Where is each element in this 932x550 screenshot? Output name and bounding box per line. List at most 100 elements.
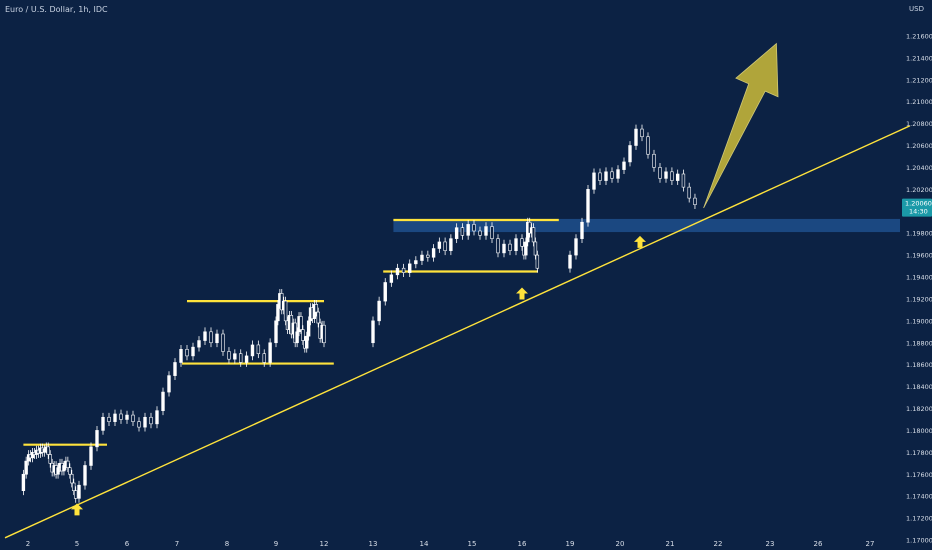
currency-label[interactable]: USD (909, 5, 924, 13)
y-tick-label: 1.17800 (906, 449, 932, 457)
candle-body-137 (670, 171, 674, 181)
candle-body-39 (149, 416, 153, 425)
candle-body-81 (314, 304, 319, 313)
candle-body-33 (113, 413, 117, 422)
candle-body-119 (535, 254, 540, 269)
y-tick-label: 1.18000 (906, 427, 932, 435)
candle-body-20 (62, 465, 66, 472)
x-tick-label: 20 (616, 540, 625, 548)
candle-body-131 (634, 128, 638, 146)
candle-body-24 (70, 473, 74, 484)
candle-body-133 (646, 136, 650, 155)
candle-body-46 (191, 346, 195, 357)
trendline[interactable] (4, 125, 911, 539)
candle-body-130 (628, 145, 632, 163)
y-tick-label: 1.19400 (906, 274, 932, 282)
candle-body-57 (256, 344, 261, 355)
candle-body-111 (520, 238, 524, 247)
candle-body-55 (244, 355, 249, 363)
x-tick-label: 5 (75, 540, 79, 548)
candle-body-100 (454, 227, 459, 239)
candle-body-38 (143, 416, 147, 428)
x-tick-label: 16 (518, 540, 527, 548)
x-tick-label: 22 (714, 540, 723, 548)
x-tick-label: 21 (666, 540, 675, 548)
candle-body-118 (533, 241, 538, 256)
candle-body-29 (89, 446, 93, 466)
x-tick-label: 12 (320, 540, 329, 548)
candle-body-99 (449, 238, 453, 251)
candle-body-92 (408, 263, 412, 273)
candle-body-71 (295, 331, 299, 344)
y-tick-label: 1.19600 (906, 252, 932, 260)
last-price-value: 1.20060 (905, 200, 932, 208)
candle-body-48 (203, 331, 207, 341)
candle-body-76 (305, 335, 309, 349)
candle-body-113 (524, 241, 528, 256)
candles-group (21, 124, 697, 503)
candle-body-31 (101, 416, 105, 431)
y-tick-label: 1.17600 (906, 471, 932, 479)
candle-body-34 (119, 413, 123, 420)
last-price-badge-bg (902, 198, 932, 217)
trendline-group (4, 125, 911, 539)
candle-body-104 (478, 230, 482, 236)
candle-body-17 (56, 467, 60, 475)
up-arrow-marker-icon (71, 503, 83, 516)
y-tick-label: 1.17200 (906, 515, 932, 523)
y-tick-label: 1.20400 (906, 164, 932, 172)
candle-body-121 (574, 238, 578, 256)
candle-body-47 (197, 340, 201, 348)
candle-body-139 (681, 173, 686, 188)
candle-body-127 (610, 171, 614, 179)
candle-body-56 (250, 344, 255, 357)
candle-body-124 (592, 172, 596, 190)
candle-body-122 (580, 221, 584, 239)
x-tick-label: 6 (125, 540, 130, 548)
candle-body-36 (131, 414, 135, 422)
candle-body-88 (383, 282, 387, 302)
candle-body-74 (301, 329, 305, 341)
candle-body-73 (299, 316, 303, 330)
candle-body-126 (604, 171, 608, 181)
up-arrow-marker-icon (634, 235, 646, 248)
candle-body-117 (531, 227, 536, 243)
last-price-countdown: 14:30 (909, 208, 928, 216)
candle-body-95 (426, 254, 430, 258)
candle-body-128 (616, 169, 620, 179)
candle-body-25 (72, 482, 76, 491)
candle-body-32 (107, 416, 111, 422)
candle-body-97 (437, 241, 442, 249)
candle-body-59 (268, 342, 272, 363)
candle-body-77 (306, 320, 311, 337)
candle-body-58 (262, 353, 266, 363)
up-arrow-marker-icon (516, 287, 528, 300)
candle-body-125 (598, 172, 602, 181)
candle-body-103 (472, 224, 476, 232)
candle-body-12 (46, 446, 50, 455)
candle-body-90 (395, 267, 400, 276)
candle-body-94 (420, 254, 424, 261)
y-axis: 1.21600 1.21400 1.21200 1.21000 1.20800 1.206… (906, 32, 932, 544)
candle-body-49 (209, 331, 213, 344)
candle-body-0 (21, 473, 26, 491)
candle-body-85 (322, 324, 326, 344)
candle-body-52 (227, 351, 231, 360)
candle-body-1 (24, 460, 28, 475)
candle-body-101 (460, 227, 465, 236)
candle-body-140 (687, 186, 691, 199)
x-axis: 2 5 6 7 8 9 12 13 14 15 16 19 20 21 22 23 26 27 (26, 540, 875, 548)
candle-body-41 (161, 391, 165, 411)
x-tick-label: 19 (566, 540, 575, 548)
candle-body-123 (586, 189, 590, 223)
candle-body-26 (73, 490, 78, 499)
projection-arrow-icon (703, 42, 779, 209)
y-tick-label: 1.18600 (906, 361, 932, 369)
x-tick-label: 26 (814, 540, 823, 548)
candle-body-10 (42, 448, 47, 453)
candle-body-129 (622, 161, 626, 170)
candle-body-86 (371, 320, 375, 344)
